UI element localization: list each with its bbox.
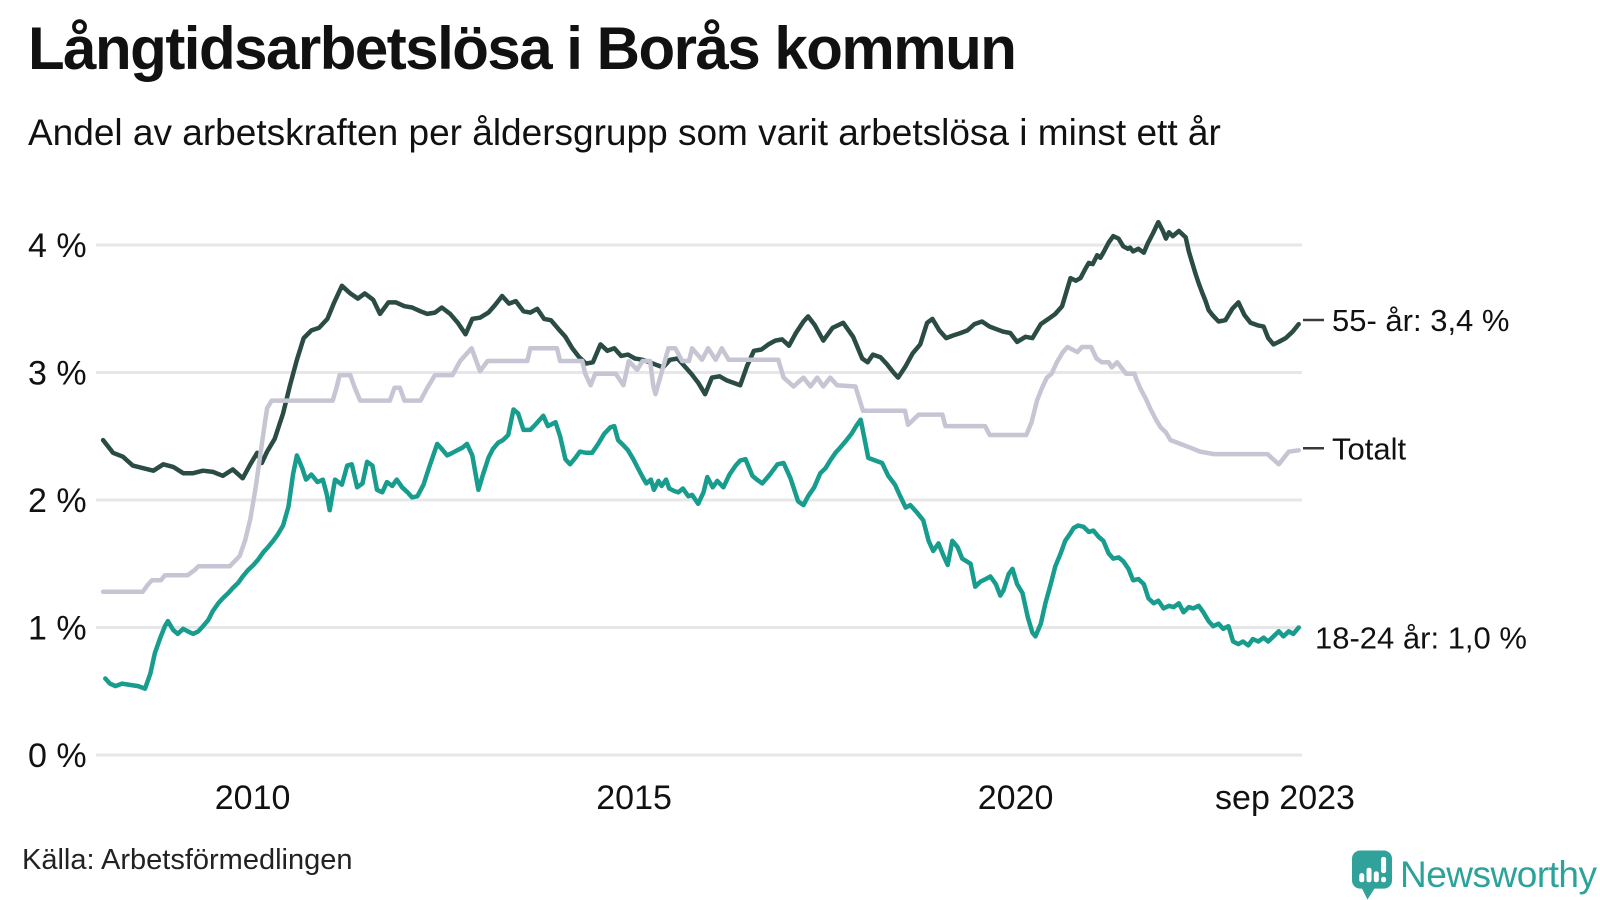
x-axis-tick-label: 2020 [978,779,1054,817]
x-axis-tick-label: 2015 [596,779,672,817]
series-line-18-24-r [103,407,1301,691]
logo-exclamation-bar [1381,856,1387,874]
y-axis-tick-label: 2 % [28,482,87,520]
logo-bar-1 [1359,873,1365,883]
y-axis-tick-label: 4 % [28,227,87,265]
newsworthy-logo-text: Newsworthy [1400,854,1597,895]
series-line-totalt [100,344,1301,595]
chart-subtitle: Andel av arbetskraften per åldersgrupp s… [28,112,1221,153]
series-end-label: 55- år: 3,4 % [1332,303,1509,338]
x-axis-tick-label: 2010 [215,779,291,817]
y-axis-tick-label: 1 % [28,610,87,648]
newsworthy-logo-icon [1352,850,1392,900]
series-line-55-r [100,219,1301,481]
source-caption: Källa: Arbetsförmedlingen [22,844,353,876]
logo-exclamation-dot [1381,876,1387,883]
logo-bar-3 [1373,871,1379,883]
x-axis-tick-label: sep 2023 [1215,779,1355,817]
series-end-label: Totalt [1332,431,1406,466]
page-title: Långtidsarbetslösa i Borås kommun [28,15,1017,82]
newsworthy-logo: Newsworthy [1352,850,1597,900]
series-end-label: 18-24 år: 1,0 % [1315,621,1527,656]
logo-bar-2 [1366,867,1372,883]
y-axis-tick-label: 0 % [28,737,87,775]
y-axis-tick-label: 3 % [28,355,87,393]
